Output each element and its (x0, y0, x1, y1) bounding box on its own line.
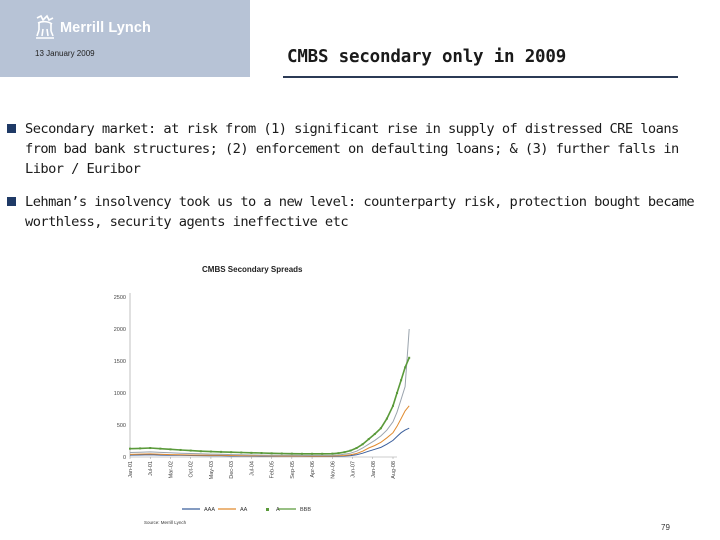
legend-label-bbb: BBB (300, 507, 311, 513)
x-tick-label: Mar-02 (168, 461, 174, 478)
spreads-chart: CMBS Secondary Spreads 0 500 1000 1500 2000 25… (100, 258, 420, 528)
series-line-aa (129, 405, 410, 457)
series-point-bbb (396, 392, 399, 394)
series-point-bbb (349, 449, 352, 452)
bullet-text: Secondary market: at risk from (1) signi… (25, 121, 679, 177)
y-tick-label: 0 (123, 455, 126, 461)
series-point-bbb (230, 451, 233, 454)
logo-text: Merrill Lynch (60, 20, 152, 36)
series-point-bbb (179, 448, 182, 451)
series-point-bbb (290, 452, 293, 455)
y-tick-label: 1000 (114, 391, 126, 397)
legend-label-aa: AA (240, 507, 248, 513)
x-tick-label: Oct-02 (189, 461, 195, 478)
legend-label-aaa: AAA (204, 507, 215, 513)
series-point-bbb (209, 450, 212, 453)
series-point-bbb (355, 447, 358, 450)
series-point-bbb (139, 447, 142, 450)
series-line-a (129, 328, 410, 456)
series-point-bbb (400, 379, 403, 382)
x-tick-label: Apr-06 (310, 461, 316, 478)
x-tick-label: Nov-06 (330, 461, 336, 479)
series-point-bbb (379, 427, 382, 430)
x-tick-label: Jun-07 (351, 461, 357, 478)
x-tick-label: Dec-03 (229, 461, 235, 479)
series-point-bbb (408, 356, 411, 359)
series-point-bbb (260, 452, 263, 455)
series-point-bbb (129, 447, 131, 450)
series-line-aaa (129, 427, 410, 457)
legend-label-a: A (276, 507, 280, 513)
series-point-bbb (311, 452, 314, 455)
y-tick-label: 2500 (114, 295, 126, 301)
series-point-bbb (199, 450, 202, 453)
chart-title: CMBS Secondary Spreads (202, 265, 303, 274)
header-date: 13 January 2009 (35, 49, 95, 58)
series-point-bbb (367, 438, 370, 441)
page-number: 79 (661, 523, 670, 532)
series-point-bbb (220, 450, 223, 453)
x-tick-label: Sep-05 (290, 461, 296, 479)
x-tick-label: Feb-05 (270, 461, 276, 478)
x-tick-label: Jan-08 (371, 461, 377, 478)
series-line-bbb (129, 357, 410, 455)
x-tick-label: Jul-04 (249, 461, 255, 476)
legend-marker-a (266, 508, 269, 511)
y-tick-label: 1500 (114, 359, 126, 365)
title-underline (283, 76, 678, 78)
series-point-bbb (404, 366, 407, 369)
series-point-bbb (343, 451, 346, 454)
series-point-bbb (385, 417, 388, 420)
square-bullet-icon (7, 197, 16, 206)
bullet-item: Lehman’s insolvency took us to a new lev… (6, 192, 706, 232)
series-point-bbb (149, 447, 152, 450)
series-point-bbb (270, 452, 273, 455)
series-point-bbb (159, 447, 162, 450)
series-point-bbb (331, 452, 334, 455)
bullet-text: Lehman’s insolvency took us to a new lev… (25, 194, 695, 230)
series-point-bbb (240, 451, 243, 454)
series-point-bbb (373, 432, 376, 435)
bullet-list: Secondary market: at risk from (1) signi… (6, 119, 706, 245)
chart-svg: CMBS Secondary Spreads 0 500 1000 1500 2000 25… (114, 265, 411, 525)
bullet-item: Secondary market: at risk from (1) signi… (6, 119, 706, 179)
series-point-bbb (337, 452, 340, 455)
y-tick-label: 2000 (114, 327, 126, 333)
series-point-bbb (189, 449, 192, 452)
series-point-bbb (300, 452, 303, 455)
series-point-bbb (169, 448, 172, 451)
series-point-bbb (361, 443, 364, 446)
series-point-bbb (321, 452, 324, 455)
series-point-bbb (250, 451, 253, 454)
slide-title: CMBS secondary only in 2009 (287, 47, 567, 67)
square-bullet-icon (7, 124, 16, 133)
y-tick-label: 500 (117, 423, 126, 429)
x-tick-label: Jul-01 (148, 461, 154, 476)
x-tick-label: May-03 (209, 461, 215, 479)
x-tick-label: Jan-01 (128, 461, 134, 478)
series-point-bbb (392, 404, 394, 407)
x-tick-label: Aug-08 (391, 461, 397, 479)
series-point-bbb (280, 452, 283, 455)
logo-panel: Merrill Lynch 13 January 2009 (0, 0, 250, 77)
bull-logo-icon (36, 14, 54, 39)
chart-source: Source: Merrill Lynch (144, 520, 187, 525)
